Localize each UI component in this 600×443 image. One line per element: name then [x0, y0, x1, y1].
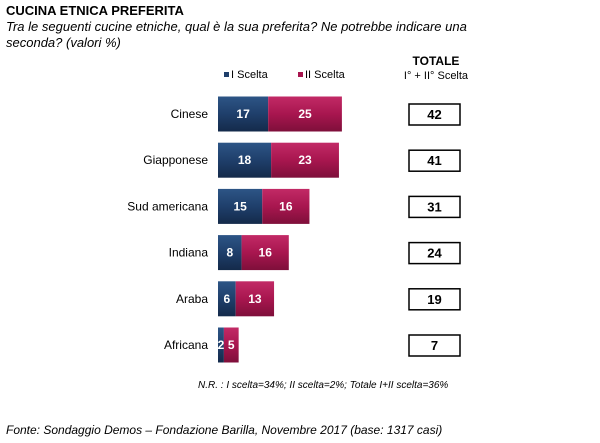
data-label: 8	[226, 246, 233, 260]
total-value: 42	[427, 107, 441, 122]
data-label: 15	[233, 199, 247, 213]
total-box	[408, 288, 461, 311]
bar-segment	[268, 96, 342, 132]
bar-segment	[223, 327, 239, 363]
total-value: 24	[427, 246, 442, 261]
footnote: N.R. : I scelta=34%; II scelta=2%; Total…	[198, 380, 449, 391]
data-label: 6	[224, 292, 231, 306]
data-label: 16	[279, 199, 293, 213]
legend-label: I Scelta	[231, 69, 269, 81]
category-label: Cinese	[171, 107, 209, 121]
total-value: 19	[427, 292, 441, 307]
data-label: 5	[228, 338, 235, 352]
total-box	[408, 149, 461, 172]
chart-title: CUCINA ETNICA PREFERITA	[6, 3, 184, 18]
source-note: Fonte: Sondaggio Demos – Fondazione Bari…	[6, 423, 443, 437]
legend-swatch	[224, 72, 229, 77]
chart-subtitle: Tra le seguenti cucine etniche, qual è l…	[6, 19, 467, 50]
total-value: 31	[427, 199, 441, 214]
data-label: 13	[248, 292, 262, 306]
data-label: 2	[218, 338, 225, 352]
bar-segment	[218, 188, 263, 224]
legend-label: II Scelta	[305, 69, 346, 81]
total-box	[408, 334, 461, 357]
bar-segment	[218, 235, 242, 271]
bar-segment	[218, 327, 224, 363]
total-value: 41	[427, 153, 441, 168]
bar-segment	[262, 188, 310, 224]
total-box	[408, 195, 461, 219]
bar-segment	[218, 142, 272, 178]
bar-segment	[235, 281, 275, 317]
totals-header: TOTALE	[413, 54, 460, 68]
data-label: 17	[236, 107, 250, 121]
data-label: 23	[298, 153, 312, 167]
category-label: Araba	[176, 292, 208, 306]
category-label: Giapponese	[143, 153, 208, 167]
total-box	[408, 241, 461, 265]
totals-subheader: I° + II° Scelta	[404, 70, 469, 82]
data-label: 18	[238, 153, 252, 167]
bar-segment	[218, 96, 269, 132]
bar-segment	[218, 281, 236, 317]
category-label: Africana	[164, 338, 208, 352]
bar-segment	[241, 235, 289, 271]
data-label: 16	[259, 246, 273, 260]
legend-swatch	[298, 72, 303, 77]
bar-segment	[271, 142, 339, 178]
category-label: Sud americana	[127, 199, 208, 213]
category-label: Indiana	[169, 246, 209, 260]
total-value: 7	[431, 338, 438, 353]
data-label: 25	[298, 107, 312, 121]
total-box	[408, 103, 461, 126]
